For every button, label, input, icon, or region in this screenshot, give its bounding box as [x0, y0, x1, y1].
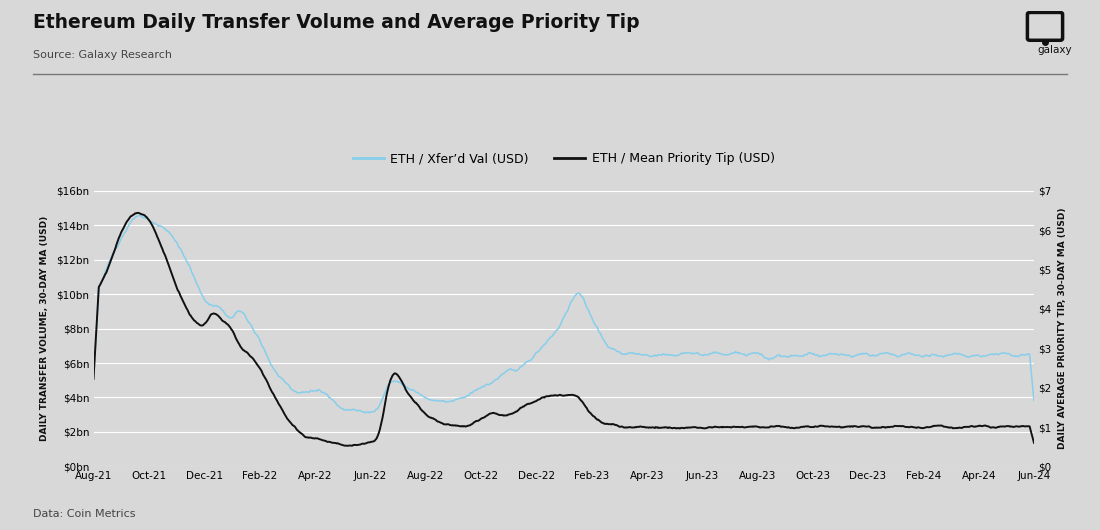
Y-axis label: DAILY AVERAGE PRIORITY TIP, 30-DAY MA (USD): DAILY AVERAGE PRIORITY TIP, 30-DAY MA (U… [1058, 208, 1067, 449]
Text: galaxy: galaxy [1038, 45, 1072, 55]
Y-axis label: DAILY TRANSFER VOLUME, 30-DAY MA (USD): DAILY TRANSFER VOLUME, 30-DAY MA (USD) [41, 216, 50, 441]
Text: Data: Coin Metrics: Data: Coin Metrics [33, 509, 135, 519]
Text: Ethereum Daily Transfer Volume and Average Priority Tip: Ethereum Daily Transfer Volume and Avera… [33, 13, 639, 32]
Text: Source: Galaxy Research: Source: Galaxy Research [33, 50, 172, 60]
Legend: ETH / Xfer’d Val (USD), ETH / Mean Priority Tip (USD): ETH / Xfer’d Val (USD), ETH / Mean Prior… [348, 147, 780, 171]
